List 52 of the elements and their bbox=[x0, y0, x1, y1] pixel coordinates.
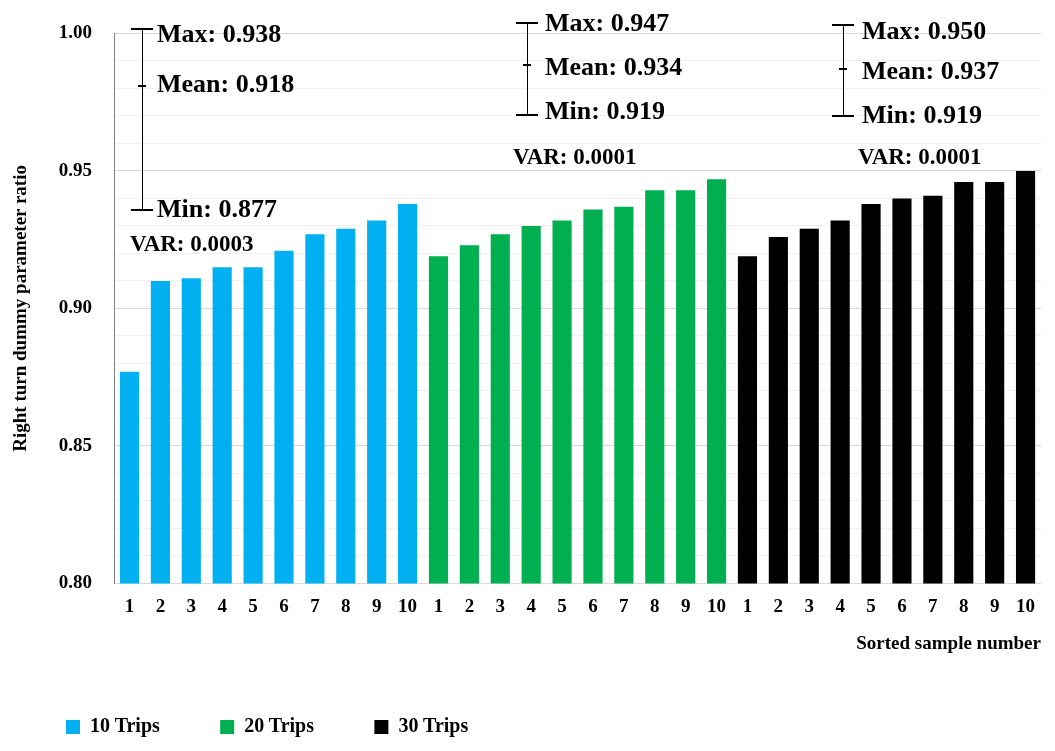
annotation: Mean: 0.934 bbox=[545, 51, 683, 81]
x-tick-label: 2 bbox=[155, 594, 166, 616]
x-tick-label: 8 bbox=[341, 594, 351, 616]
x-tick-label: 3 bbox=[186, 594, 197, 616]
x-tick-label: 4 bbox=[526, 594, 537, 616]
x-tick-label: 9 bbox=[989, 594, 1000, 616]
y-tick-label: 0.85 bbox=[58, 433, 93, 455]
x-tick-label: 10 bbox=[1016, 594, 1036, 616]
x-tick-label: 6 bbox=[897, 594, 907, 616]
annotation: Min: 0.919 bbox=[545, 95, 665, 125]
x-tick-label: 10 bbox=[398, 594, 418, 616]
annotation: Min: 0.877 bbox=[157, 193, 277, 223]
x-tick-label: 5 bbox=[557, 594, 567, 616]
x-tick-label: 1 bbox=[742, 594, 753, 616]
x-tick-label: 2 bbox=[773, 594, 784, 616]
annotation: Min: 0.919 bbox=[862, 99, 982, 129]
x-tick-label: 4 bbox=[835, 594, 846, 616]
annotation: VAR: 0.0001 bbox=[513, 143, 637, 169]
x-tick-label: 3 bbox=[804, 594, 815, 616]
x-tick-label: 9 bbox=[680, 594, 691, 616]
annotation: Max: 0.938 bbox=[157, 18, 282, 48]
x-tick-label: 5 bbox=[248, 594, 258, 616]
legend-label: 10 Trips bbox=[90, 714, 161, 738]
annotation: Mean: 0.918 bbox=[157, 68, 295, 98]
annotation: VAR: 0.0003 bbox=[130, 230, 254, 256]
x-tick-label: 6 bbox=[588, 594, 598, 616]
legend-label: 20 Trips bbox=[244, 714, 315, 738]
x-tick-label: 8 bbox=[650, 594, 660, 616]
x-tick-label: 1 bbox=[433, 594, 444, 616]
y-tick-label: 1.00 bbox=[58, 21, 93, 43]
annotation: Max: 0.947 bbox=[545, 7, 670, 37]
y-tick-label: 0.80 bbox=[58, 571, 93, 593]
x-tick-label: 1 bbox=[124, 594, 135, 616]
x-tick-label: 3 bbox=[495, 594, 506, 616]
x-tick-label: 7 bbox=[310, 594, 321, 616]
x-tick-label: 7 bbox=[928, 594, 939, 616]
annotation: Mean: 0.937 bbox=[862, 55, 1000, 85]
x-tick-label: 9 bbox=[371, 594, 382, 616]
x-axis-title: Sorted sample number bbox=[856, 631, 1042, 653]
x-tick-label: 2 bbox=[464, 594, 475, 616]
y-axis-title: Right turn dummy parameter ratio bbox=[9, 165, 31, 452]
x-tick-label: 4 bbox=[217, 594, 228, 616]
x-tick-label: 10 bbox=[707, 594, 727, 616]
y-tick-label: 0.95 bbox=[58, 158, 93, 180]
x-tick-label: 6 bbox=[279, 594, 289, 616]
x-tick-label: 7 bbox=[619, 594, 630, 616]
x-tick-label: 8 bbox=[959, 594, 969, 616]
annotation: VAR: 0.0001 bbox=[858, 143, 982, 169]
legend-label: 30 Trips bbox=[398, 714, 469, 738]
y-tick-label: 0.90 bbox=[58, 296, 93, 318]
annotation: Max: 0.950 bbox=[862, 15, 987, 45]
x-tick-label: 5 bbox=[866, 594, 876, 616]
